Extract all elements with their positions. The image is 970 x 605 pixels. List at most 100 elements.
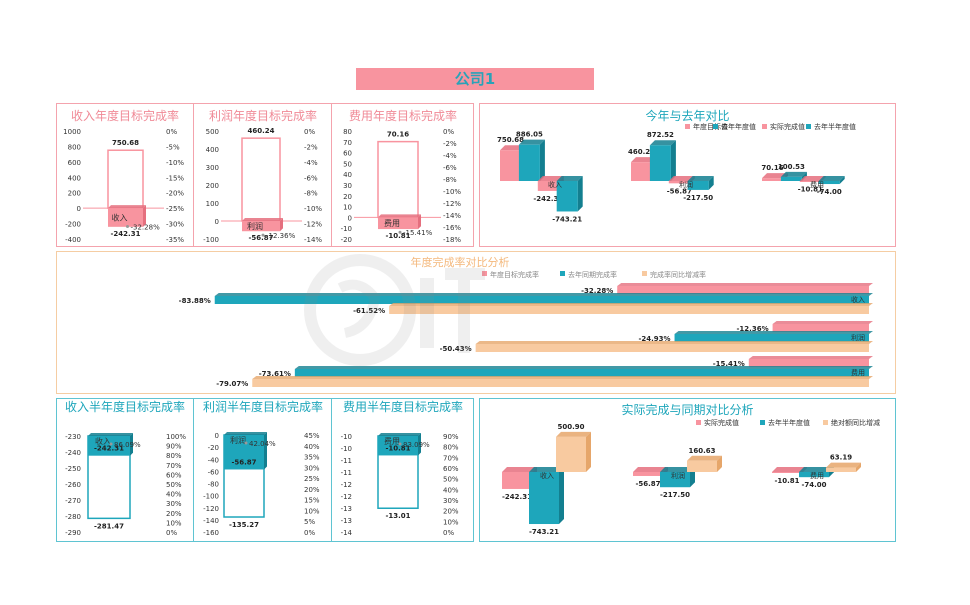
actual-value-label: -10.81	[385, 232, 410, 240]
y2-tick-label: 0%	[166, 529, 177, 537]
y-tick-label: 200	[206, 182, 219, 190]
y2-tick-label: 35%	[304, 454, 320, 462]
y-tick-label: -270	[65, 497, 81, 505]
legend-label: 实际完成值	[770, 122, 805, 131]
revenue-half-chart: -230 -240 -250 -260 -270 -280 -290 100% 90%80% 70…	[65, 433, 186, 537]
data-bar-top	[772, 467, 807, 472]
target-value-label: 750.68	[112, 139, 139, 147]
data-bar	[556, 181, 578, 212]
legend-label: 去年年度值	[721, 122, 756, 131]
data-label: 100.53	[778, 163, 805, 171]
data-bar	[389, 306, 869, 314]
legend-swatch	[685, 124, 690, 129]
data-bar-top	[674, 331, 873, 334]
legend-label: 去年半年度值	[768, 418, 810, 427]
data-label: -217.50	[683, 194, 713, 202]
legend-swatch	[482, 271, 487, 276]
y-tick-label: 0	[215, 432, 219, 440]
y2-tick-label: 70%	[166, 462, 182, 470]
y-tick-label: 600	[68, 159, 81, 167]
chart-title: 年度完成率对比分析	[410, 256, 510, 269]
actual-bar-top	[224, 432, 267, 435]
data-label: 460.24	[628, 148, 655, 156]
y-tick-label: -12	[341, 493, 352, 501]
data-label: 886.05	[516, 131, 543, 139]
y-tick-label: -160	[203, 529, 219, 537]
y-tick-label: -140	[203, 517, 219, 525]
y2-tick-label: -12%	[304, 221, 322, 229]
data-bar-side	[856, 462, 861, 472]
data-bar-top	[668, 176, 695, 181]
y2-tick-label: -18%	[443, 236, 461, 244]
data-bar	[762, 178, 783, 181]
data-bar-top	[294, 366, 873, 369]
annual-panel-group	[56, 103, 474, 247]
actual-bar-side	[130, 433, 133, 456]
legend-label: 完成率同比增减率	[650, 270, 706, 279]
data-label: 872.52	[647, 131, 674, 139]
data-bar	[772, 324, 869, 332]
actual-bar-top	[242, 218, 283, 221]
data-bar	[537, 181, 559, 191]
y-tick-label: 100	[206, 200, 219, 208]
divider	[193, 398, 194, 542]
y2-tick-label: 20%	[443, 508, 459, 516]
data-bar-top	[252, 376, 873, 379]
category-label: 费用	[851, 368, 865, 377]
rate-analysis-chart: 年度目标完成率 去年同期完成率 完成率同比增减率 -32.28% -83.88% -61.…	[179, 270, 874, 388]
legend-swatch	[696, 420, 701, 425]
rate-marker	[398, 230, 402, 234]
y2-tick-label: 20%	[166, 510, 182, 518]
data-label: -10.81	[798, 185, 823, 193]
data-label: -83.88%	[179, 297, 211, 305]
data-bar-top	[748, 356, 873, 359]
data-bar	[500, 150, 521, 181]
y2-tick-label: -10%	[304, 205, 322, 213]
data-bar-side	[839, 176, 845, 185]
data-bar	[818, 181, 840, 185]
actual-bar-top	[88, 433, 133, 436]
data-bar-top	[780, 171, 807, 177]
data-bar	[826, 467, 856, 472]
data-bar	[674, 334, 869, 342]
y2-tick-label: 10%	[304, 507, 320, 515]
data-label: -74.00	[817, 188, 842, 196]
y2-tick-label: -14%	[443, 212, 461, 220]
y2-tick-label: -25%	[166, 205, 184, 213]
target-bar	[107, 149, 144, 209]
y2-tick-label: 40%	[443, 486, 459, 494]
data-bar	[631, 162, 652, 181]
legend-swatch	[762, 124, 767, 129]
y2-tick-label: 40%	[304, 443, 320, 451]
y2-tick-label: 5%	[304, 518, 315, 526]
y2-tick-label: -4%	[443, 152, 457, 160]
chart-title: 费用半年度目标完成率	[342, 400, 463, 414]
divider	[193, 103, 194, 247]
y2-tick-label: 25%	[304, 475, 320, 483]
y2-tick-label: 90%	[443, 433, 459, 441]
legend-swatch	[760, 420, 765, 425]
data-bar-top	[529, 467, 564, 472]
y2-tick-label: 0%	[304, 128, 315, 136]
data-bar-top	[617, 283, 873, 286]
data-bar-side	[586, 431, 591, 472]
data-bar-top	[687, 455, 722, 461]
y2-tick-label: -8%	[443, 176, 457, 184]
chart-title: 今年与去年对比	[645, 109, 730, 123]
y2-tick-label: -35%	[166, 236, 184, 244]
rate-marker	[261, 233, 265, 237]
y-tick-label: -100	[203, 493, 219, 501]
half-panel-group	[56, 398, 474, 542]
chart-title: 费用年度目标完成率	[348, 109, 457, 123]
y2-tick-label: 0%	[443, 529, 454, 537]
data-bar-side	[670, 140, 676, 181]
data-label: -56.87	[667, 187, 692, 195]
legend-label: 实际完成值	[704, 418, 739, 427]
profit-half-chart: 0 -20 -40 -60 -80 -100 -120 -140 -160 45% 40% 35% 30…	[203, 432, 320, 537]
data-bar	[799, 181, 821, 182]
actual-value-label: -10.81	[385, 444, 410, 452]
category-label: 利润	[851, 333, 865, 342]
data-label: -242.31	[502, 493, 532, 501]
category-label: 费用	[384, 218, 400, 228]
